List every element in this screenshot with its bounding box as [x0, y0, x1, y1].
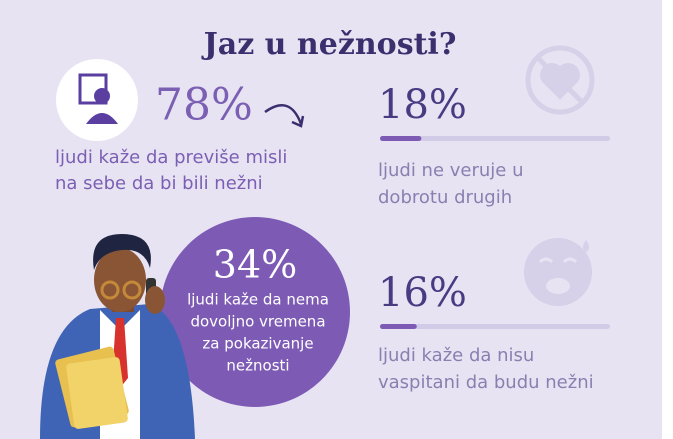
stat-value: 16%: [378, 270, 467, 316]
stat-value: 78%: [155, 80, 253, 131]
arrow-head: [291, 115, 305, 128]
stat-text: ljudi kaže da nisu: [378, 345, 534, 366]
title: Jaz u nežnosti?: [201, 27, 457, 62]
bar-fill: [380, 324, 417, 329]
person-icon: [56, 59, 138, 141]
bar-fill: [380, 136, 422, 141]
stat-text: ljudi kaže da previše misli: [55, 147, 287, 168]
stat-text: dobrotu drugih: [378, 187, 512, 208]
broken-heart-icon: [525, 45, 595, 115]
crying-face-icon: [524, 238, 592, 306]
stat-value: 34%: [213, 243, 297, 287]
stat-text: dovoljno vremena: [190, 313, 325, 331]
stat-text: vaspitani da budu nežni: [378, 372, 594, 393]
stat-text: na sebe da bi bili nežni: [55, 173, 263, 194]
bar-track: [380, 136, 610, 141]
stat-text: za pokazivanje: [202, 335, 313, 353]
stat-text: nežnosti: [226, 357, 289, 375]
stat-circle: [160, 217, 350, 407]
stat-text: ljudi ne veruje u: [378, 160, 524, 181]
arrow: [264, 104, 303, 125]
stat-text: ljudi kaže da nema: [187, 291, 329, 309]
edge: [662, 0, 673, 439]
bar-track: [380, 324, 610, 329]
man-illustration: [40, 234, 195, 439]
stat-value: 18%: [378, 82, 467, 128]
